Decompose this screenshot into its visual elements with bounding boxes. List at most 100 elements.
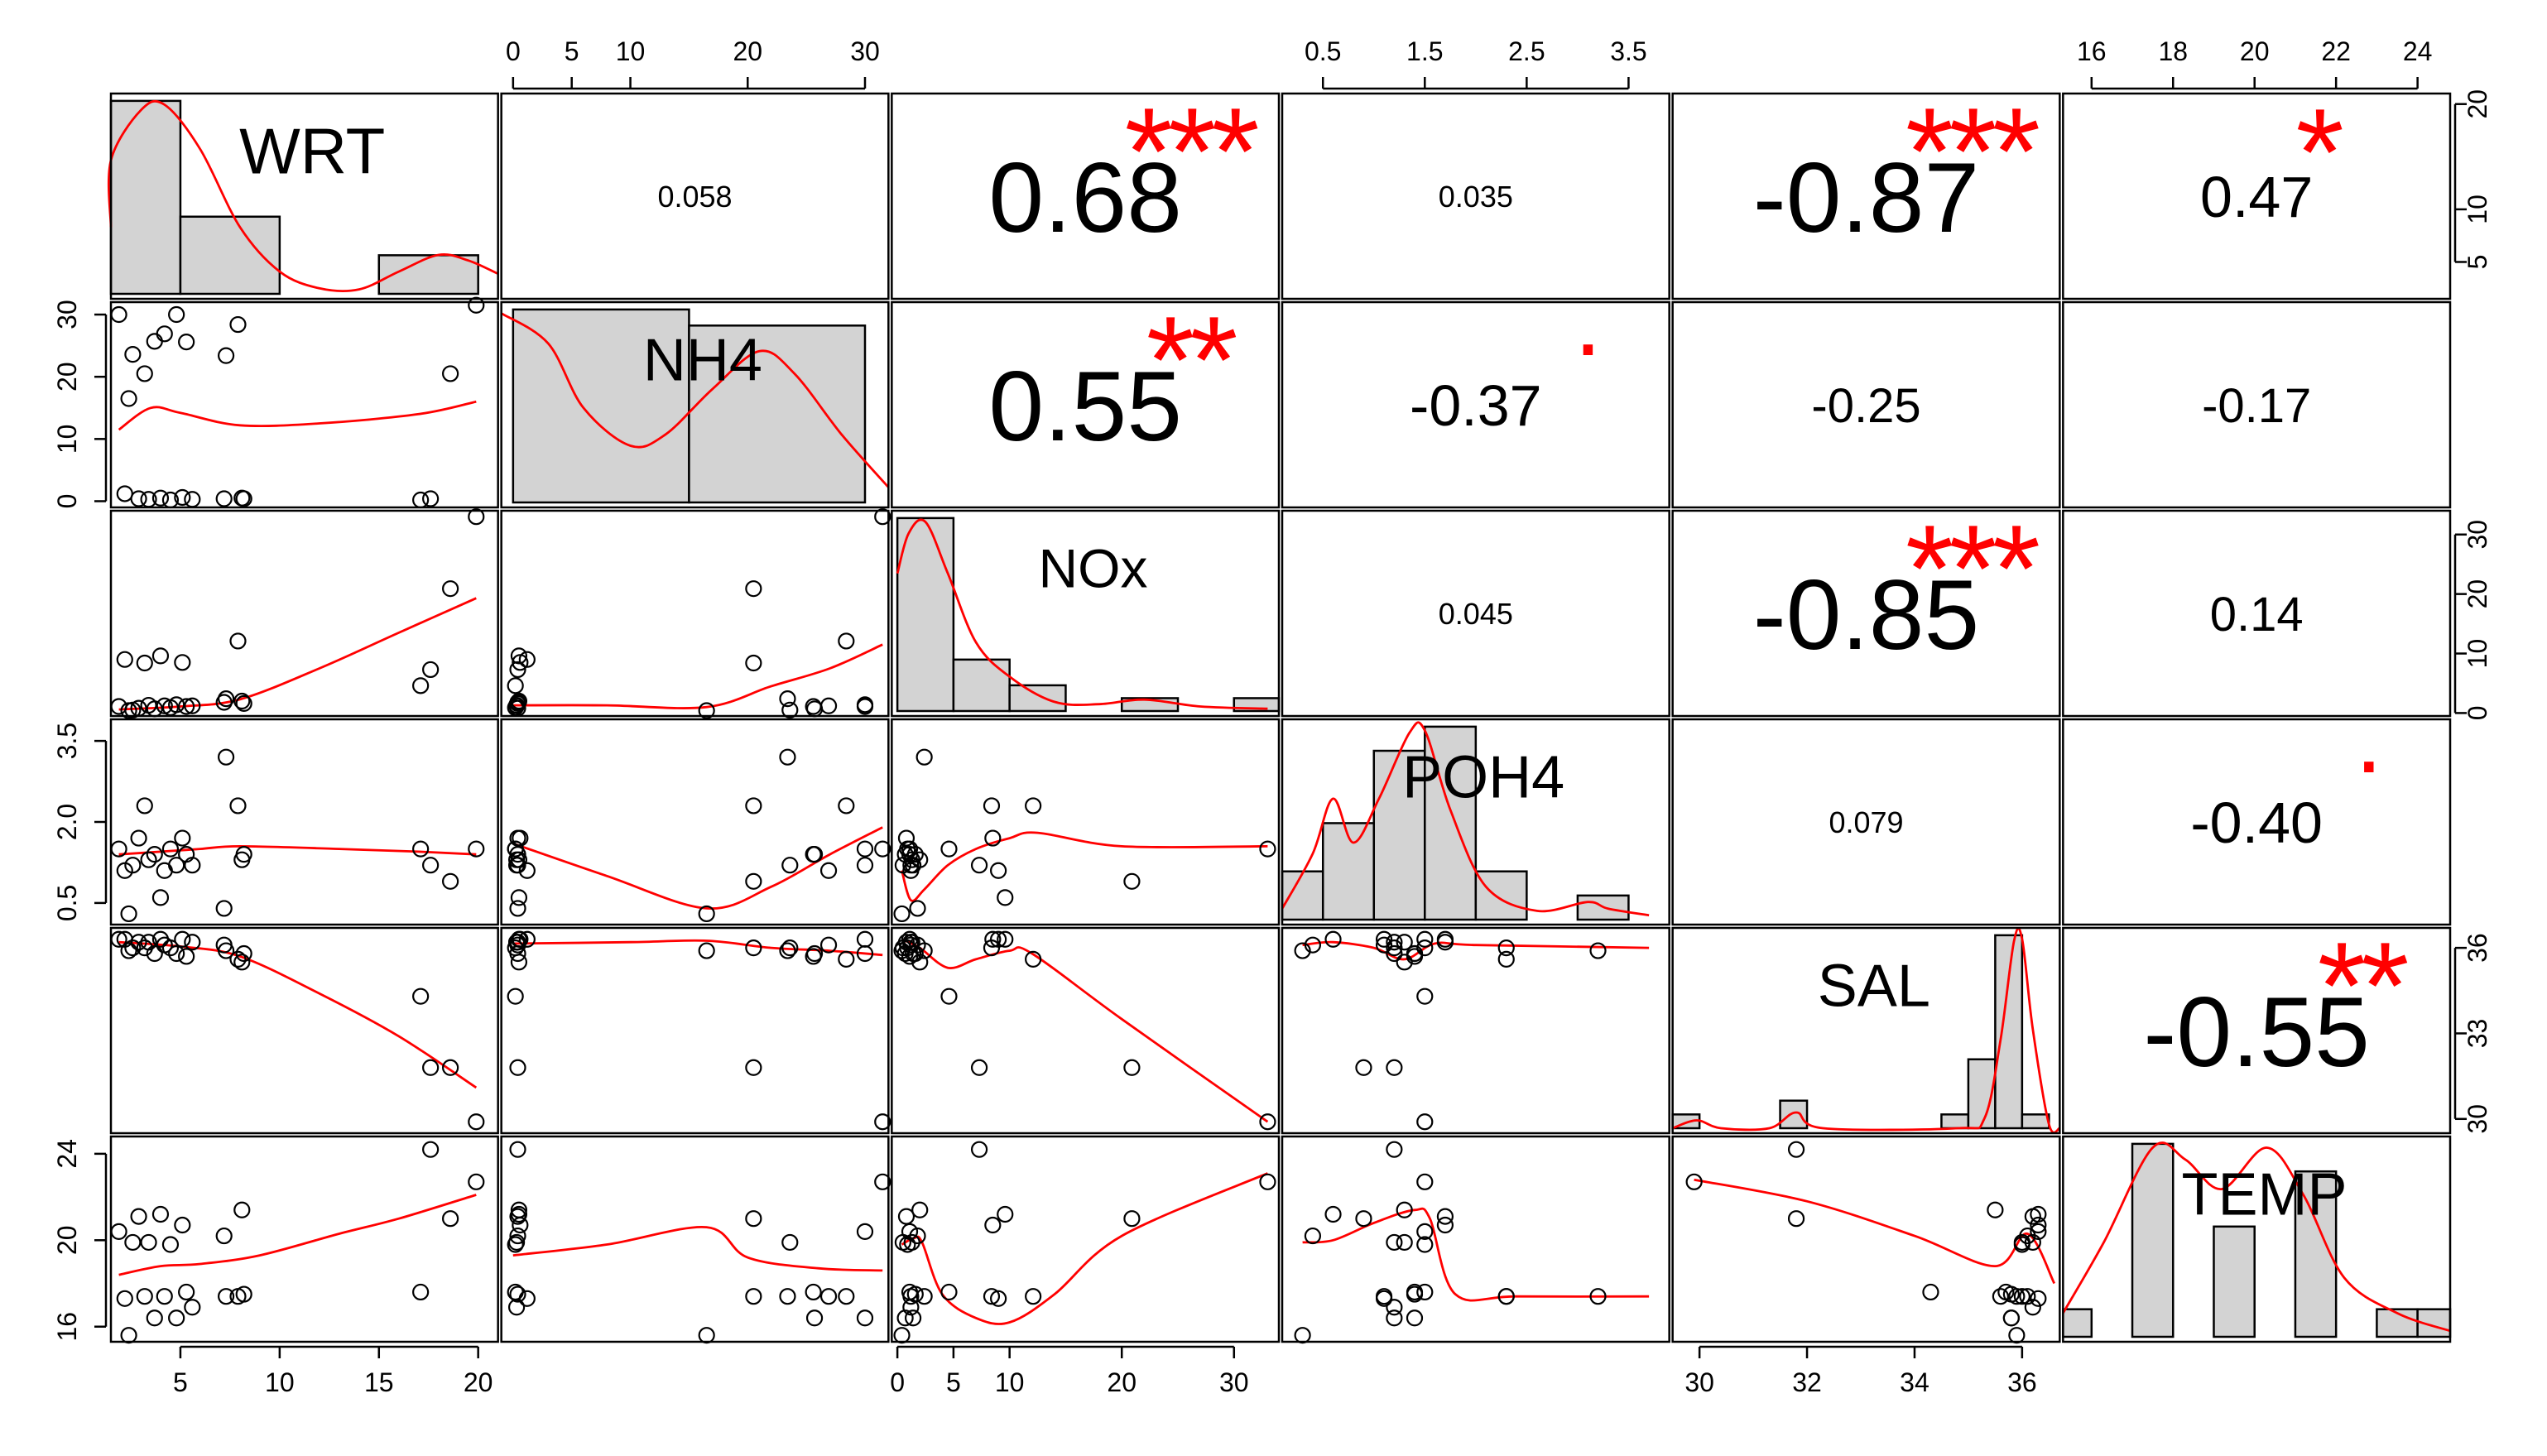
point-sal-vs-wrt-3 [124, 939, 142, 957]
point-poh4-vs-nh4-8 [510, 889, 528, 906]
point-sal-vs-nh4-13 [805, 948, 822, 965]
point-sal-vs-poh4-1 [1375, 930, 1393, 948]
point-temp-vs-wrt-7 [146, 1309, 163, 1327]
smoother-nox-vs-wrt [118, 597, 477, 711]
point-nox-vs-nh4-11 [856, 696, 874, 714]
point-poh4-vs-nox-22 [1123, 872, 1141, 890]
point-temp-vs-poh4-10 [1416, 1236, 1434, 1253]
correlation-value-nox-poh4: 0.045 [1439, 597, 1513, 631]
y-tick-label-left-nh4-1: 10 [52, 425, 82, 454]
x-tick-label-bottom-nox-0: 0 [890, 1367, 905, 1397]
point-nox-vs-nh4-19 [509, 694, 526, 713]
point-temp-vs-poh4-16 [1589, 1288, 1607, 1305]
panel-frame-1-1 [500, 300, 890, 509]
panel-frame-3-1 [500, 718, 890, 926]
panel-frame-5-4 [1671, 1135, 2061, 1343]
point-sal-vs-wrt-2 [120, 942, 137, 959]
x-tick-label-top-poh4-0: 0.5 [1305, 36, 1341, 66]
point-temp-vs-poh4-22 [1355, 1210, 1372, 1228]
variable-label-nh4: NH4 [643, 328, 762, 394]
point-temp-vs-poh4-21 [1386, 1141, 1403, 1158]
panel-frame-5-1 [500, 1135, 890, 1343]
point-nh4-vs-wrt-16 [218, 347, 235, 364]
point-temp-vs-poh4-18 [1396, 1201, 1413, 1218]
point-layer [110, 296, 2047, 1344]
point-temp-vs-wrt-22 [442, 1210, 459, 1228]
point-poh4-vs-nox-16 [915, 748, 933, 766]
x-tick-label-bottom-wrt-2: 15 [364, 1367, 394, 1397]
point-sal-vs-poh4-11 [1386, 944, 1403, 963]
panel-frame-0-2 [891, 92, 1281, 300]
point-nox-vs-nh4-9 [819, 697, 838, 714]
point-temp-vs-sal-15 [2019, 1227, 2036, 1245]
significance-stars-wrt-temp: * [2295, 83, 2343, 222]
point-poh4-vs-nox-18 [911, 851, 929, 868]
point-sal-vs-nh4-0 [856, 930, 874, 948]
point-temp-vs-poh4-3 [1386, 1233, 1403, 1252]
point-sal-vs-nox-8 [997, 930, 1014, 948]
point-temp-vs-nox-22 [1123, 1210, 1141, 1228]
point-temp-vs-poh4-12 [1436, 1216, 1454, 1234]
correlation-value-wrt-temp: 0.47 [2200, 165, 2313, 229]
point-temp-vs-nox-10 [899, 1236, 916, 1253]
x-tick-label-top-poh4-3: 3.5 [1610, 36, 1646, 66]
y-tick-label-right-nox-2: 20 [2463, 579, 2492, 609]
significance-stars-sal-temp: ** [2318, 916, 2408, 1055]
point-sal-vs-nox-12 [984, 930, 1002, 948]
point-temp-vs-nh4-9 [819, 1288, 838, 1305]
x-tick-label-bottom-sal-2: 34 [1900, 1367, 1929, 1397]
point-temp-vs-nox-12 [984, 1216, 1002, 1234]
point-temp-vs-sal-19 [2002, 1285, 2020, 1303]
correlation-value-nh4-poh4: -0.37 [1410, 373, 1542, 438]
point-sal-vs-wrt-16 [218, 942, 235, 959]
x-tick-label-bottom-nox-1: 5 [946, 1367, 961, 1397]
point-sal-vs-nox-19 [906, 944, 924, 963]
point-sal-vs-wrt-21 [422, 1059, 440, 1076]
point-sal-vs-nox-20 [940, 987, 958, 1005]
y-tick-label-right-sal-2: 36 [2463, 933, 2492, 963]
correlation-value-wrt-nh4: 0.058 [657, 180, 732, 214]
density-curve-temp [2062, 1141, 2451, 1333]
point-sal-vs-wrt-22 [442, 1059, 459, 1076]
panel-frame-5-5 [2062, 1135, 2452, 1343]
correlation-value-wrt-sal: -0.87 [1753, 142, 1980, 253]
point-poh4-vs-wrt-2 [120, 905, 137, 923]
histogram-bar-poh4-1 [1321, 822, 1376, 921]
histogram-layer [109, 99, 2452, 1338]
point-temp-vs-sal-1 [2030, 1290, 2047, 1307]
smoother-temp-vs-nh4 [512, 1225, 883, 1272]
x-tick-label-top-nh4-4: 30 [850, 36, 880, 66]
panel-frame-2-0 [109, 509, 499, 718]
panel-frame-5-2 [891, 1135, 1281, 1343]
point-nh4-vs-wrt-15 [215, 490, 233, 507]
panel-frame-5-3 [1281, 1135, 1670, 1343]
point-temp-vs-nh4-13 [805, 1283, 822, 1301]
point-nox-vs-wrt-1 [116, 651, 133, 668]
point-poh4-vs-wrt-7 [146, 846, 163, 863]
point-nox-vs-wrt-14 [184, 697, 201, 714]
point-temp-vs-nox-4 [897, 1208, 915, 1225]
smoother-temp-vs-nox [901, 1172, 1268, 1325]
point-poh4-vs-wrt-20 [412, 840, 430, 858]
point-temp-vs-wrt-13 [178, 1283, 195, 1301]
point-temp-vs-nh4-12 [512, 1216, 529, 1234]
point-nh4-vs-wrt-11 [168, 305, 185, 324]
point-sal-vs-nh4-2 [698, 942, 715, 959]
point-temp-vs-nh4-23 [874, 1173, 891, 1190]
point-poh4-vs-nh4-22 [745, 872, 762, 890]
y-tick-label-left-temp-1: 20 [52, 1226, 82, 1256]
point-poh4-vs-nh4-11 [856, 857, 874, 874]
point-sal-vs-nh4-21 [509, 1059, 526, 1076]
point-temp-vs-nh4-19 [509, 1285, 526, 1303]
point-sal-vs-poh4-18 [1396, 954, 1413, 971]
point-temp-vs-wrt-10 [161, 1236, 180, 1253]
x-tick-label-top-temp-0: 16 [2077, 36, 2107, 66]
panel-frame-1-3 [1281, 300, 1670, 509]
point-temp-vs-wrt-21 [422, 1141, 440, 1158]
point-nh4-vs-wrt-13 [178, 333, 195, 351]
smoother-poh4-vs-wrt [118, 844, 477, 856]
point-sal-vs-wrt-17 [229, 950, 247, 968]
y-tick-label-right-sal-0: 30 [2463, 1104, 2492, 1134]
significance-stars-nh4-poh4: . [1574, 266, 1602, 377]
point-poh4-vs-nh4-1 [518, 862, 536, 879]
